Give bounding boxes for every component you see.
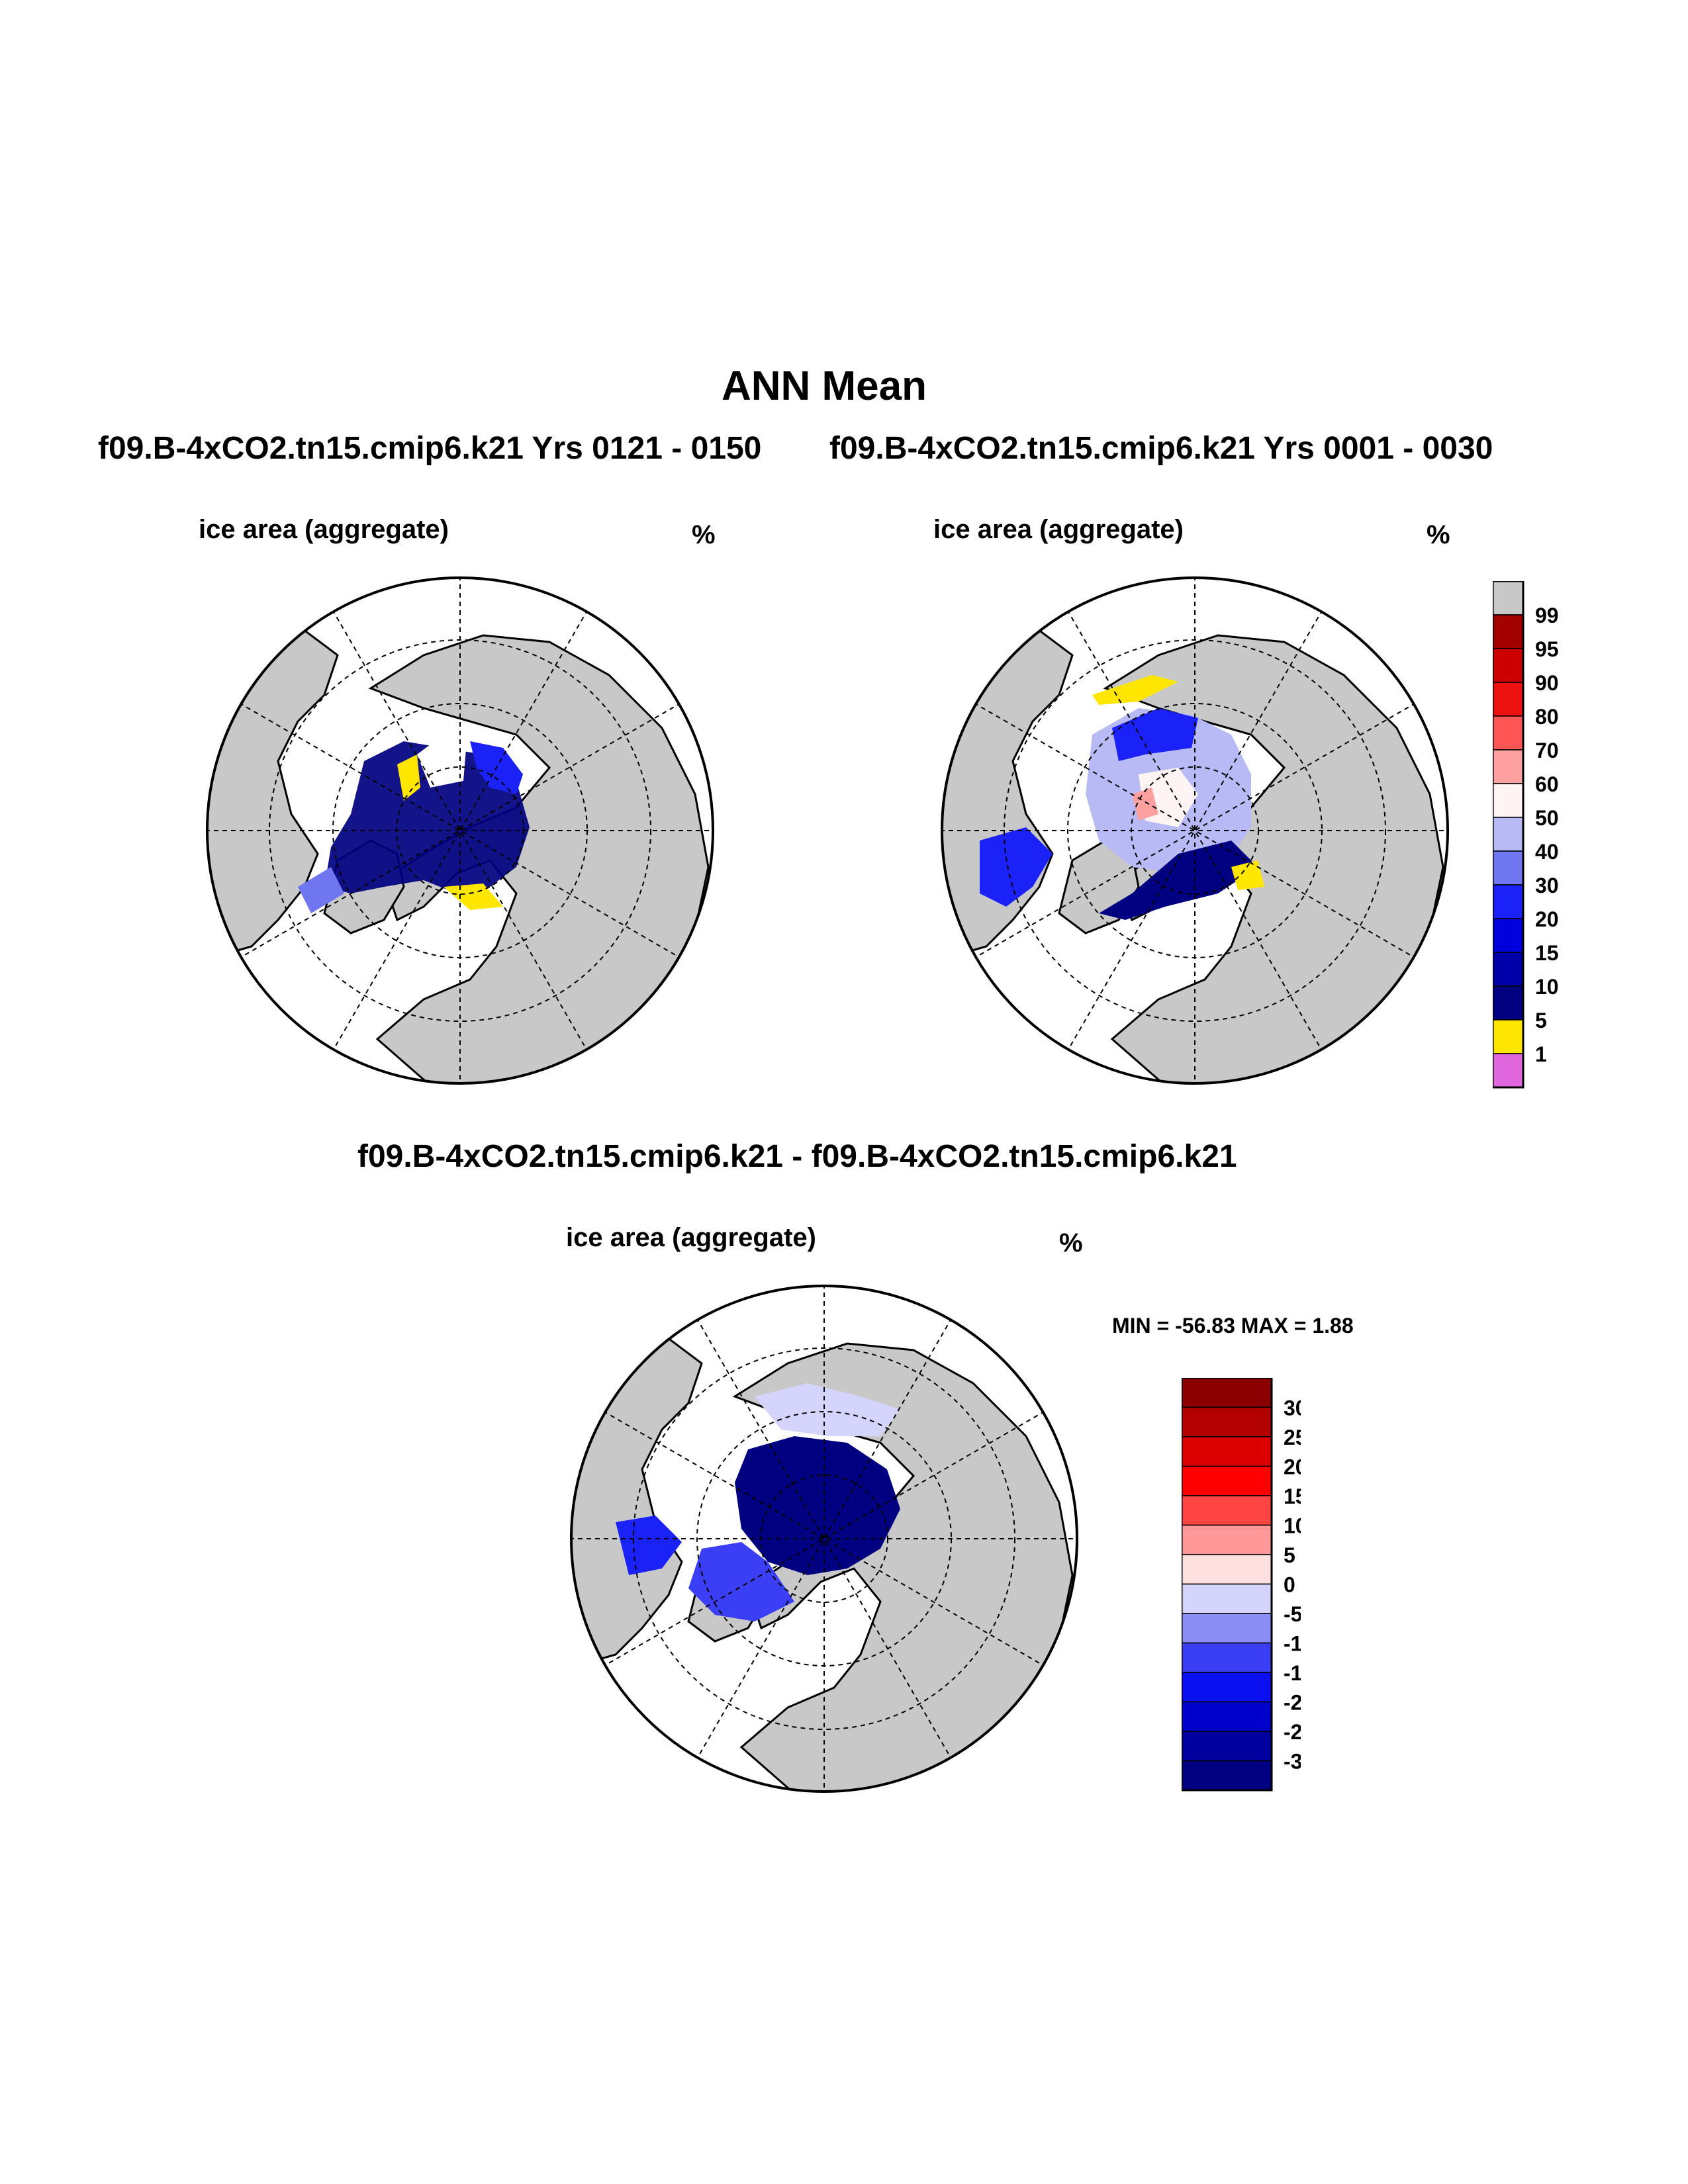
colorbar-top-label: 50 bbox=[1535, 806, 1559, 830]
colorbar-diff-swatch bbox=[1182, 1436, 1272, 1467]
colorbar-diff-swatch bbox=[1182, 1672, 1272, 1703]
colorbar-top-label: 5 bbox=[1535, 1009, 1547, 1032]
colorbar-diff-swatch bbox=[1182, 1731, 1272, 1762]
panel-3-variable: ice area (aggregate) bbox=[566, 1223, 816, 1252]
colorbar-top-swatch bbox=[1493, 1019, 1524, 1054]
sea-ice-yellow-b bbox=[1231, 860, 1264, 890]
colorbar-top-label: 10 bbox=[1535, 975, 1559, 999]
panel-3-unit: % bbox=[1059, 1228, 1083, 1257]
panel-1-unit: % bbox=[692, 520, 716, 549]
colorbar-top-label: 1 bbox=[1535, 1042, 1547, 1066]
colorbar-diff-swatch bbox=[1182, 1406, 1272, 1437]
colorbar-top-swatch bbox=[1493, 682, 1524, 717]
sea-ice-blue-west bbox=[980, 827, 1053, 907]
sea-ice-dark bbox=[1099, 841, 1258, 920]
colorbar-top-label: 70 bbox=[1535, 739, 1559, 762]
colorbar-diff-label: 15 bbox=[1284, 1484, 1301, 1508]
colorbar-top-swatch bbox=[1493, 783, 1524, 818]
colorbar-top-swatch bbox=[1493, 581, 1524, 615]
colorbar-top-swatch bbox=[1493, 918, 1524, 953]
colorbar-top-swatch bbox=[1493, 614, 1524, 649]
colorbar-top-swatch bbox=[1493, 817, 1524, 852]
colorbar-difference: 30 25 20 15 10 5 0 -5 -10 -15 -20 -25 -30 bbox=[1182, 1378, 1301, 1792]
page-title: ANN Mean bbox=[721, 363, 927, 409]
colorbar-diff-label: -25 bbox=[1284, 1720, 1301, 1744]
difference-title: f09.B-4xCO2.tn15.cmip6.k21 - f09.B-4xCO2… bbox=[357, 1139, 1237, 1174]
colorbar-diff-label: -10 bbox=[1284, 1632, 1301, 1656]
colorbar-top-swatch bbox=[1493, 985, 1524, 1021]
diff-west bbox=[616, 1516, 682, 1575]
colorbar-diff-swatch bbox=[1182, 1642, 1272, 1673]
colorbar-diff-swatch bbox=[1182, 1760, 1272, 1791]
colorbar-diff-label: -20 bbox=[1284, 1691, 1301, 1715]
colorbar-top-swatch bbox=[1493, 850, 1524, 886]
diff-light bbox=[755, 1383, 900, 1436]
colorbar-diff-swatch bbox=[1182, 1701, 1272, 1732]
colorbar-top-swatch bbox=[1493, 715, 1524, 751]
colorbar-top-label: 99 bbox=[1535, 604, 1559, 627]
colorbar-diff-swatch bbox=[1182, 1495, 1272, 1526]
case-b-title: f09.B-4xCO2.tn15.cmip6.k21 Yrs 0001 - 00… bbox=[829, 431, 1493, 466]
sea-ice-light bbox=[298, 867, 344, 913]
colorbar-top-frame bbox=[1493, 581, 1524, 1089]
colorbar-diff-swatch bbox=[1182, 1524, 1272, 1555]
diff-dark bbox=[735, 1436, 900, 1575]
polar-map-difference bbox=[570, 1285, 1078, 1793]
colorbar-diff-swatch bbox=[1182, 1378, 1272, 1408]
colorbar-diff-swatch bbox=[1182, 1554, 1272, 1585]
colorbar-diff-swatch bbox=[1182, 1583, 1272, 1614]
colorbar-top-swatch bbox=[1493, 1053, 1524, 1088]
colorbar-diff-frame bbox=[1182, 1378, 1273, 1792]
polar-map-case-b bbox=[941, 576, 1449, 1085]
case-a-title: f09.B-4xCO2.tn15.cmip6.k21 Yrs 0121 - 01… bbox=[98, 431, 762, 466]
colorbar-diff-label: 25 bbox=[1284, 1426, 1301, 1449]
colorbar-diff-label: 10 bbox=[1284, 1514, 1301, 1538]
sea-ice-yellow-a bbox=[397, 754, 420, 801]
sea-ice-dark bbox=[324, 741, 530, 893]
sea-ice-mid bbox=[1112, 708, 1198, 761]
colorbar-diff-label: -30 bbox=[1284, 1750, 1301, 1774]
panel-1-variable: ice area (aggregate) bbox=[199, 515, 449, 544]
colorbar-diff-label: -15 bbox=[1284, 1661, 1301, 1685]
colorbar-top-swatch bbox=[1493, 952, 1524, 987]
panel-2-unit: % bbox=[1427, 520, 1450, 549]
colorbar-top: 99 95 90 80 70 60 50 40 30 20 15 10 5 1 bbox=[1493, 581, 1559, 1089]
colorbar-diff-label: 5 bbox=[1284, 1543, 1295, 1567]
colorbar-diff-label: 20 bbox=[1284, 1455, 1301, 1479]
min-max-readout: MIN = -56.83 MAX = 1.88 bbox=[1112, 1314, 1354, 1338]
sea-ice-pink bbox=[1132, 788, 1158, 821]
colorbar-top-label: 80 bbox=[1535, 705, 1559, 729]
colorbar-top-swatch bbox=[1493, 648, 1524, 683]
colorbar-diff-label: 30 bbox=[1284, 1396, 1301, 1420]
colorbar-top-label: 95 bbox=[1535, 637, 1559, 661]
colorbar-top-label: 20 bbox=[1535, 907, 1559, 931]
colorbar-top-swatch bbox=[1493, 749, 1524, 784]
colorbar-diff-label: -5 bbox=[1284, 1602, 1301, 1626]
colorbar-diff-swatch bbox=[1182, 1465, 1272, 1496]
colorbar-top-swatch bbox=[1493, 884, 1524, 919]
colorbar-top-label: 90 bbox=[1535, 671, 1559, 695]
colorbar-top-label: 60 bbox=[1535, 772, 1559, 796]
colorbar-top-label: 15 bbox=[1535, 941, 1559, 965]
sea-ice-yellow-b bbox=[444, 884, 503, 910]
sea-ice-yellow bbox=[1092, 675, 1178, 705]
polar-map-case-a bbox=[206, 576, 714, 1085]
colorbar-diff-swatch bbox=[1182, 1613, 1272, 1644]
colorbar-top-label: 30 bbox=[1535, 874, 1559, 897]
colorbar-top-label: 40 bbox=[1535, 840, 1559, 864]
panel-2-variable: ice area (aggregate) bbox=[933, 515, 1184, 544]
colorbar-diff-label: 0 bbox=[1284, 1573, 1295, 1597]
